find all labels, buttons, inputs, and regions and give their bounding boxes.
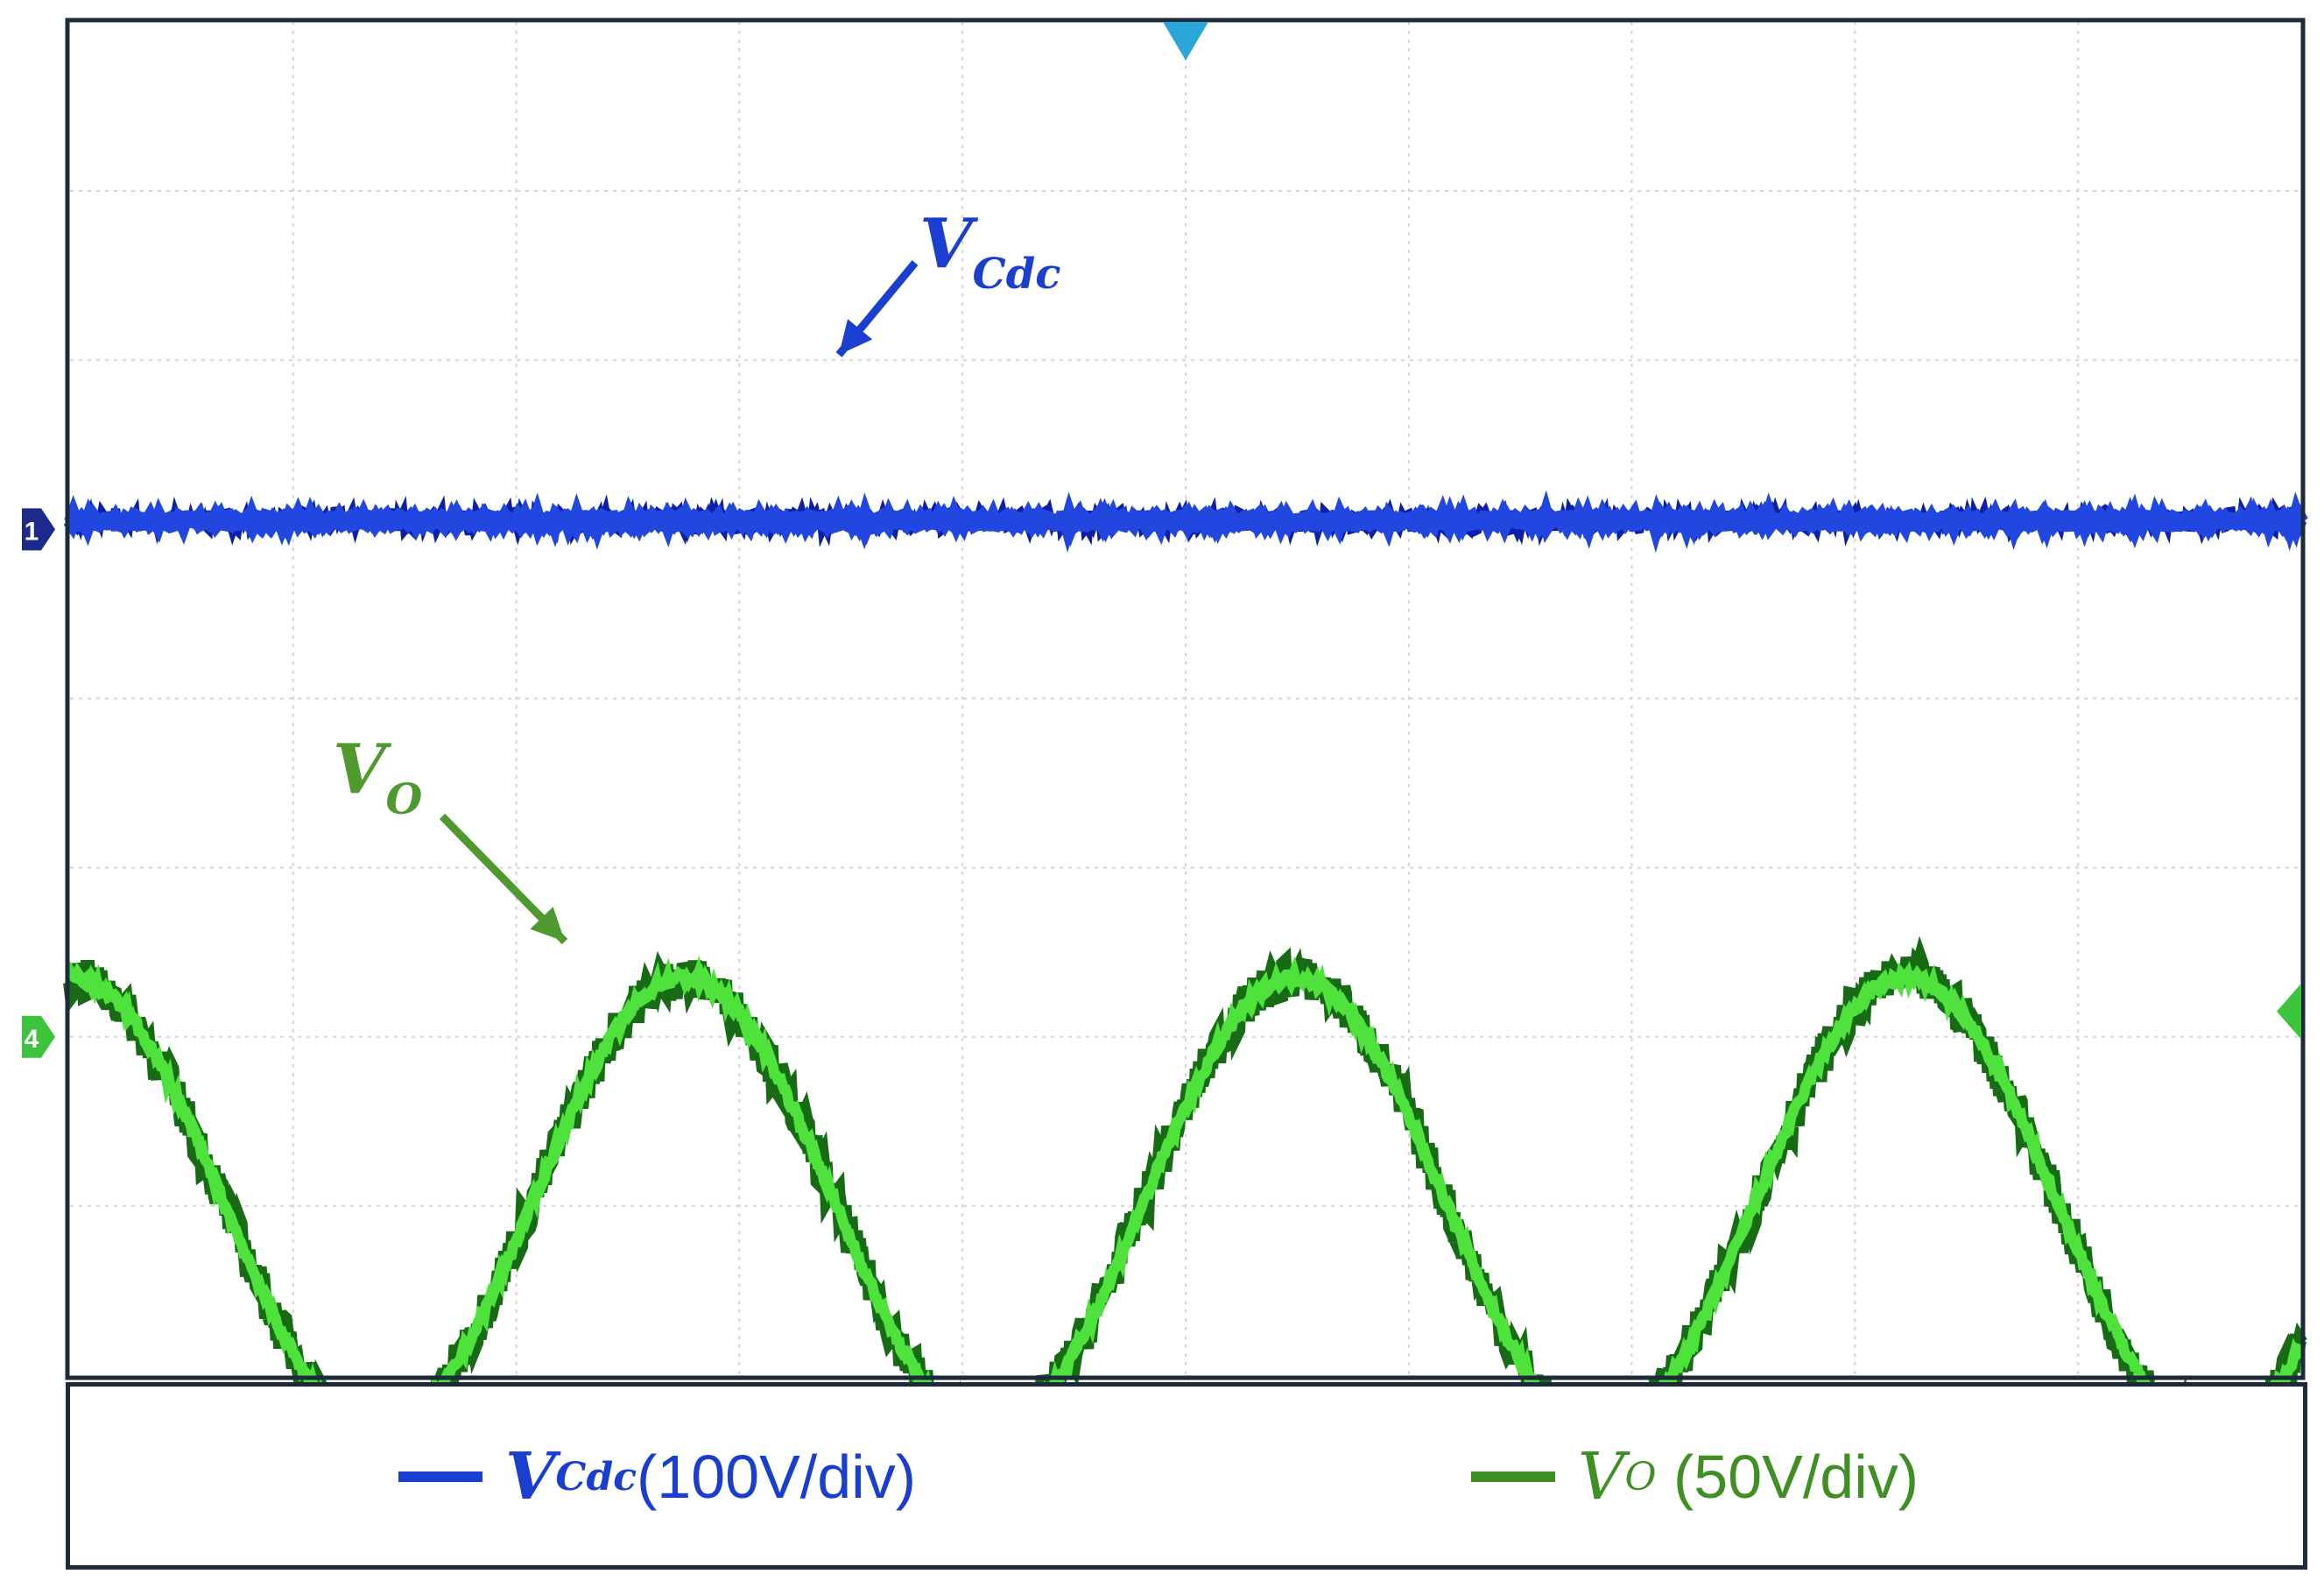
legend-symbol-vcdc: V	[505, 1439, 556, 1514]
trace-vcdc	[63, 490, 2308, 554]
legend-item-vcdc: V Cdc (100V/div)	[398, 1439, 916, 1514]
channel-marker-4-label: 4	[25, 1025, 39, 1054]
annotation-vo: VO	[333, 730, 423, 824]
arrow-vcdc	[835, 260, 919, 357]
channel-marker-1: 1	[22, 508, 55, 551]
legend-swatch-vcdc	[398, 1471, 482, 1482]
annotation-vcdc: VCdc	[919, 204, 1061, 299]
legend-symbol-vo: V	[1578, 1439, 1625, 1514]
legend-swatch-vo	[1471, 1471, 1555, 1482]
channel-marker-1-shape	[22, 508, 55, 551]
channel-marker-4: 4	[22, 1015, 55, 1058]
arrow-vo	[439, 813, 568, 945]
markers: 14	[22, 22, 2301, 1058]
annotations: VCdc VO	[333, 204, 1061, 945]
legend-scale-vcdc: (100V/div)	[637, 1443, 917, 1511]
channel-marker-4-shape	[22, 1015, 55, 1058]
arrow-vcdc-head	[839, 319, 873, 355]
trigger-level-marker	[2277, 983, 2301, 1040]
channel-marker-1-label: 1	[25, 517, 39, 546]
trigger-position-marker	[1163, 22, 1208, 60]
grid	[70, 22, 2301, 1375]
legend-subscript-vo: O	[1624, 1454, 1657, 1500]
legend-subscript-vcdc: Cdc	[555, 1454, 637, 1500]
plot-frame	[65, 18, 2306, 1380]
arrow-vo-head	[530, 907, 565, 942]
legend-scale-vo: (50V/div)	[1656, 1443, 1919, 1511]
